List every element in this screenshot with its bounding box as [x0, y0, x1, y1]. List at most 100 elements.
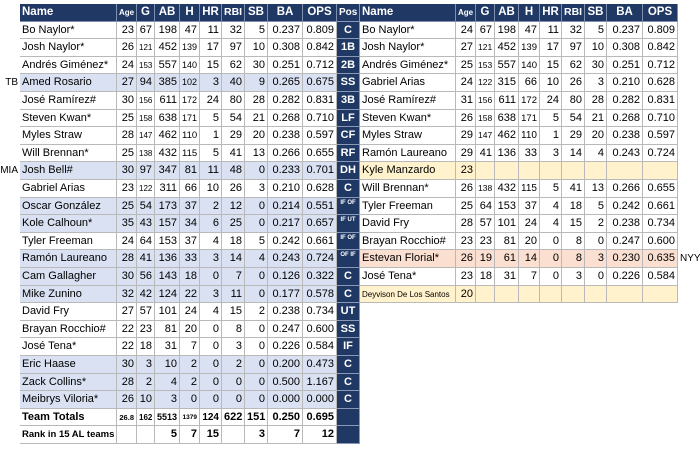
- table-cell: 10: [137, 391, 155, 409]
- table-cell: 25: [456, 197, 476, 216]
- table-cell: 8: [562, 250, 585, 268]
- table-cell: 0: [245, 356, 268, 374]
- table-cell: 0.710: [643, 109, 678, 128]
- table-cell: 0.473: [303, 356, 337, 374]
- column-header: SB: [245, 4, 268, 22]
- table-cell: 311: [155, 180, 180, 198]
- table-cell: 0.578: [303, 285, 337, 304]
- table-cell: 4: [200, 303, 222, 321]
- table-cell: 48: [222, 162, 245, 180]
- table-cell: 15: [540, 56, 562, 75]
- table-cell: 0.831: [643, 92, 678, 110]
- table-cell: 0.734: [643, 215, 678, 233]
- empty-cell: [562, 162, 585, 180]
- table-cell: 28: [245, 92, 268, 110]
- table-cell: 124: [155, 285, 180, 304]
- table-cell: 13: [245, 144, 268, 163]
- position: C: [337, 21, 360, 40]
- table-cell: 0.500: [268, 373, 303, 392]
- position: OF IF: [337, 250, 360, 268]
- table-cell: 5: [245, 232, 268, 251]
- table-cell: 0.251: [607, 56, 643, 75]
- table-cell: 10: [155, 356, 180, 374]
- totals-cell: 124: [200, 408, 222, 427]
- table-cell: 0: [245, 338, 268, 356]
- team-note: MIA: [0, 165, 18, 177]
- position: UT: [337, 303, 360, 321]
- team-note: TB: [5, 77, 18, 89]
- table-cell: 2: [200, 197, 222, 216]
- table-cell: 462: [155, 127, 180, 145]
- table-cell: 20: [585, 127, 607, 145]
- table-cell: 173: [155, 197, 180, 216]
- empty-cell: [562, 285, 585, 304]
- table-cell: 31: [495, 268, 519, 286]
- table-cell: 29: [562, 127, 585, 145]
- rank-cell: 12: [303, 426, 337, 444]
- table-cell: Mike Zunino: [20, 285, 117, 304]
- table-cell: 15: [222, 303, 245, 321]
- table-cell: 5: [540, 180, 562, 198]
- table-cell: 0.237: [268, 21, 303, 40]
- table-cell: Cam Gallagher: [20, 268, 117, 286]
- column-header: OPS: [643, 4, 678, 22]
- table-cell: 0: [200, 320, 222, 339]
- table-cell: 0.597: [303, 127, 337, 145]
- table-cell: 7: [519, 268, 540, 286]
- table-cell: 42: [137, 285, 155, 304]
- table-cell: 18: [222, 232, 245, 251]
- table-cell: 3: [222, 338, 245, 356]
- table-cell: 28: [117, 127, 137, 145]
- totals-cell: 1379: [180, 408, 200, 427]
- table-cell: Josh Naylor*: [360, 39, 456, 57]
- table-cell: 139: [519, 39, 540, 57]
- rank-cell: 5: [155, 426, 180, 444]
- table-cell: 8: [562, 232, 585, 251]
- empty-cell: [495, 162, 519, 180]
- table-cell: 0.126: [268, 268, 303, 286]
- table-cell: 10: [540, 74, 562, 92]
- table-cell: 62: [562, 56, 585, 75]
- table-cell: 24: [200, 92, 222, 110]
- table-cell: 7: [180, 338, 200, 356]
- column-header: Age: [117, 4, 137, 22]
- table-cell: 140: [519, 56, 540, 75]
- table-cell: 198: [155, 21, 180, 40]
- table-cell: 22: [117, 338, 137, 356]
- table-cell: 66: [519, 74, 540, 92]
- column-header: H: [519, 4, 540, 22]
- table-cell: 0.247: [268, 320, 303, 339]
- table-cell: 43: [137, 215, 155, 233]
- empty-cell: [222, 426, 245, 444]
- table-cell: 41: [222, 144, 245, 163]
- column-header: H: [180, 4, 200, 22]
- table-cell: 0.238: [607, 215, 643, 233]
- table-cell: 0.657: [303, 215, 337, 233]
- table-cell: 57: [137, 303, 155, 321]
- table-cell: 0.724: [303, 250, 337, 268]
- table-cell: 28: [117, 373, 137, 392]
- table-cell: 611: [495, 92, 519, 110]
- table-cell: 115: [519, 180, 540, 198]
- table-cell: 20: [245, 127, 268, 145]
- table-cell: 62: [222, 56, 245, 75]
- empty-cell: [519, 162, 540, 180]
- table-cell: 5: [585, 21, 607, 40]
- table-cell: 5: [200, 144, 222, 163]
- table-cell: 0.831: [303, 92, 337, 110]
- table-cell: 147: [137, 127, 155, 145]
- position: C: [337, 285, 360, 304]
- table-cell: 97: [222, 39, 245, 57]
- table-cell: 0.200: [268, 356, 303, 374]
- table-cell: 4: [540, 215, 562, 233]
- table-cell: 315: [495, 74, 519, 92]
- table-cell: 20: [456, 285, 476, 304]
- table-cell: 41: [476, 144, 495, 163]
- table-cell: 27: [117, 303, 137, 321]
- table-cell: 2: [245, 303, 268, 321]
- table-cell: 5: [200, 109, 222, 128]
- table-cell: Myles Straw: [360, 127, 456, 145]
- table-cell: 0.238: [268, 127, 303, 145]
- table-cell: 23: [137, 320, 155, 339]
- table-cell: 101: [495, 215, 519, 233]
